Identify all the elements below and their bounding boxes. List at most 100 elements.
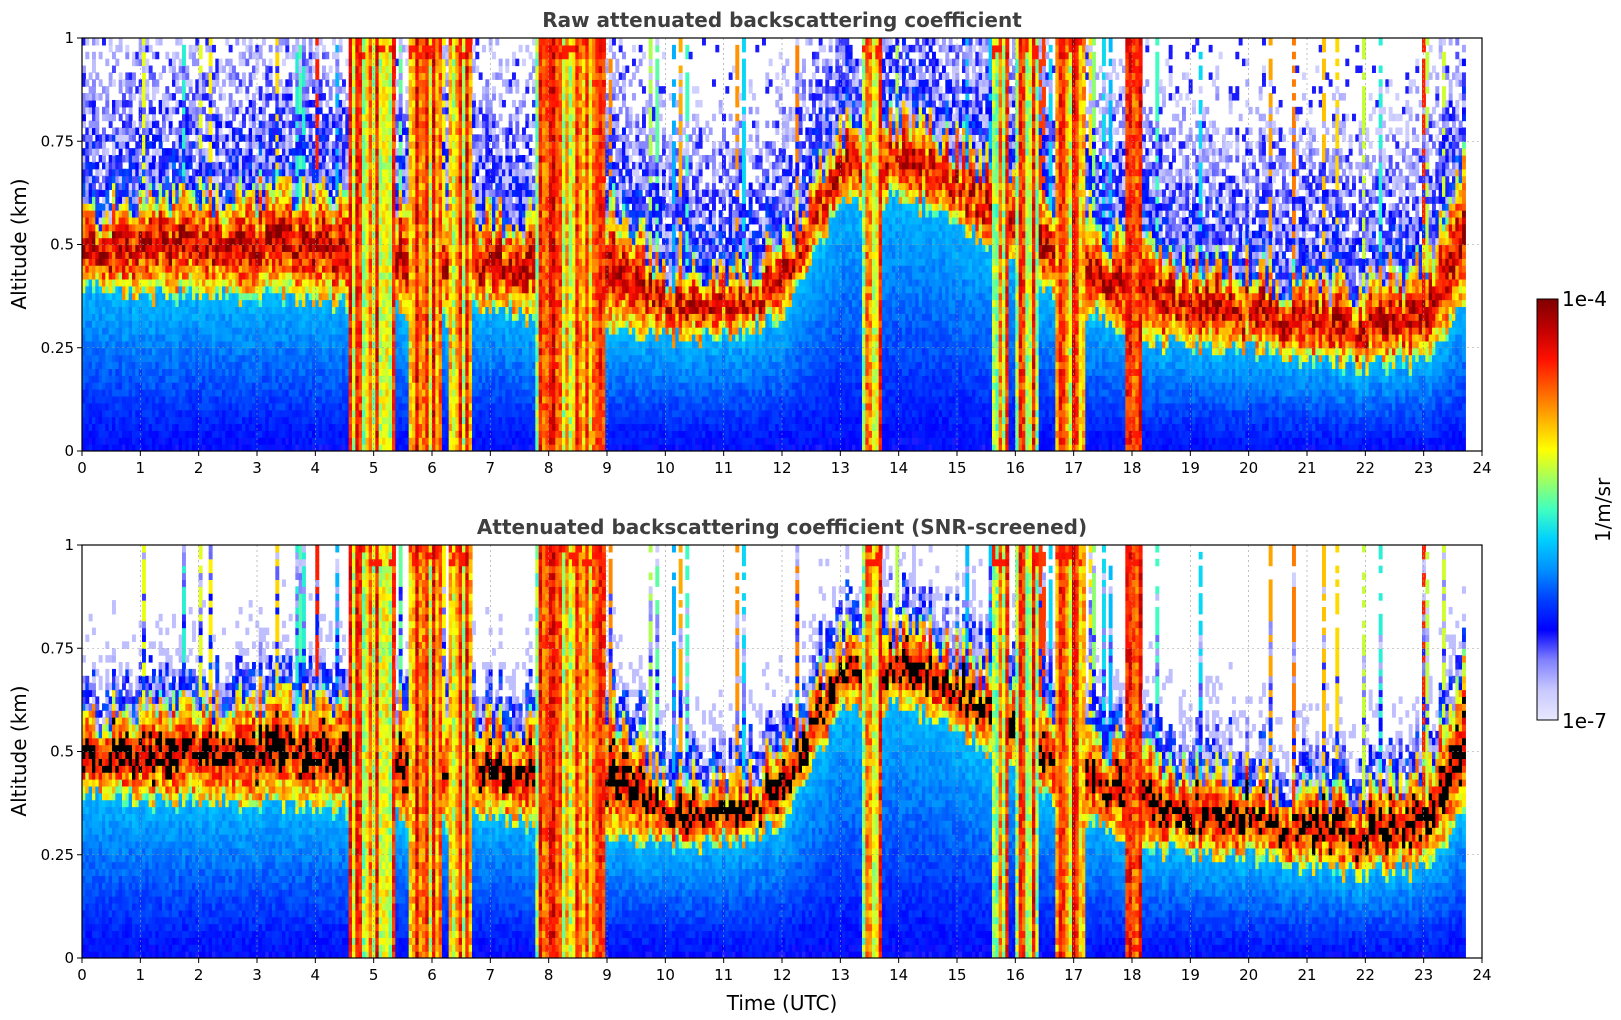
heatmap-cell [225,141,230,149]
heatmap-cell [252,203,256,211]
heatmap-cell [312,327,316,335]
heatmap-cell [212,265,216,273]
heatmap-cell [265,230,270,239]
heatmap-cell [125,437,130,445]
heatmap-cell [272,161,276,170]
heatmap-cell [268,416,273,425]
heatmap-cell [198,168,203,177]
heatmap-cell [305,134,310,142]
heatmap-cell [305,437,310,445]
heatmap-cell [328,189,333,197]
heatmap-cell [248,230,253,239]
heatmap-cell [145,354,150,363]
heatmap-cell [202,437,206,445]
heatmap-cell [325,216,330,225]
heatmap-cell [148,395,153,404]
heatmap-cell [82,175,86,184]
heatmap-cell [132,423,136,431]
heatmap-cell [275,395,280,404]
heatmap-cell [312,230,316,239]
heatmap-cell [168,272,173,280]
heatmap-cell [298,251,303,259]
heatmap-cell [152,155,156,163]
heatmap-cell [148,216,153,225]
heatmap-cell [95,265,100,273]
heatmap-cell [255,402,260,411]
heatmap-cell [232,203,236,211]
heatmap-cell [148,120,153,129]
heatmap-cell [165,395,170,404]
heatmap-cell [328,86,333,94]
heatmap-cell [218,223,223,232]
heatmap-cell [172,258,176,266]
heatmap-cell [92,99,96,108]
heatmap-cell [112,237,116,246]
heatmap-cell [242,265,246,273]
heatmap-cell [218,395,223,404]
heatmap-cell [248,340,253,349]
heatmap-cell [258,437,263,445]
heatmap-cell [265,99,270,108]
heatmap-cell [128,196,133,204]
heatmap-cell [98,265,103,273]
heatmap-cell [218,340,223,349]
heatmap-cell [232,210,236,218]
heatmap-cell [198,120,203,129]
heatmap-cell [128,161,133,170]
heatmap-cell [145,141,150,149]
heatmap-cell [228,333,233,342]
heatmap-cell [282,361,286,369]
heatmap-cell [218,292,223,301]
heatmap-cell [278,216,283,225]
heatmap-cell [242,444,246,451]
heatmap-cell [285,368,290,376]
heatmap-cell [315,444,320,451]
heatmap-cell [248,361,253,369]
heatmap-cell [202,354,206,363]
heatmap-cell [135,354,140,363]
heatmap-cell [85,292,90,301]
heatmap-cell [202,182,206,191]
heatmap-cell [265,272,270,280]
heatmap-cell [98,306,103,314]
heatmap-cell [148,251,153,259]
heatmap-cell [162,189,166,197]
heatmap-cell [208,44,213,53]
heatmap-cell [322,251,326,259]
heatmap-cell [245,155,250,163]
heatmap-cell [185,216,190,225]
heatmap-cell [135,168,140,177]
heatmap-cell [278,168,283,177]
heatmap-cell [252,306,256,314]
heatmap-cell [278,210,283,218]
heatmap-cell [295,58,300,67]
heatmap-cell [248,416,253,425]
heatmap-cell [252,134,256,142]
heatmap-cell [245,237,250,246]
heatmap-cell [282,120,286,129]
heatmap-cell [168,437,173,445]
heatmap-cell [195,313,200,321]
heatmap-cell [282,38,286,46]
heatmap-cell [185,265,190,273]
heatmap-cell [325,389,330,397]
heatmap-cell [288,327,293,335]
heatmap-cell [222,395,226,404]
heatmap-cell [212,292,216,301]
heatmap-cell [148,72,153,80]
heatmap-cell [105,258,110,266]
heatmap-cell [295,244,300,252]
heatmap-cell [135,189,140,197]
heatmap-cell [155,168,160,177]
heatmap-cell [322,333,326,342]
heatmap-cell [162,127,166,135]
heatmap-cell [138,237,143,246]
heatmap-cell [202,223,206,232]
heatmap-cell [288,148,293,156]
heatmap-cell [95,278,100,287]
heatmap-cell [265,258,270,266]
heatmap-cell [188,251,193,259]
heatmap-cell [218,265,223,273]
heatmap-cell [168,120,173,129]
heatmap-cell [255,127,260,135]
